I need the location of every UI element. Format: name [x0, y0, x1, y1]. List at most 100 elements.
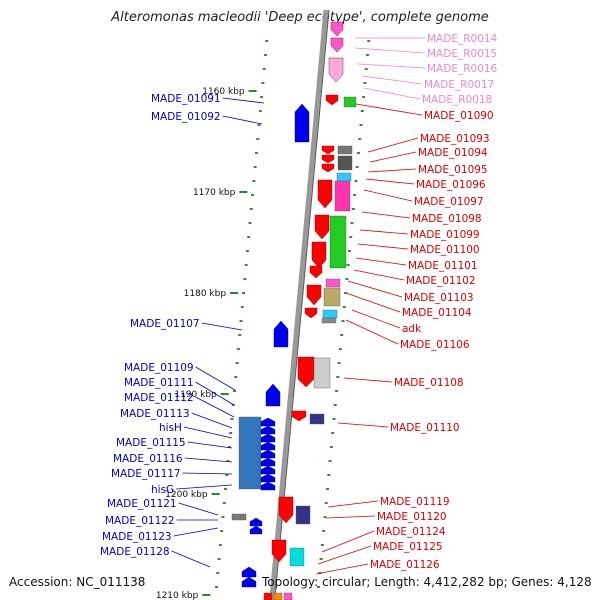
gene-shape: [313, 357, 331, 389]
tick-dot-left: [236, 348, 240, 350]
gene-shape: [260, 465, 276, 475]
gene-label-left: MADE_01111: [124, 377, 194, 389]
gene-label-right: MADE_01125: [373, 541, 443, 553]
gene-label-right: MADE_01124: [376, 526, 446, 538]
tick-dot-left: [230, 418, 234, 420]
tick-dot-right: [317, 586, 321, 588]
tick-dot-left: [227, 446, 231, 448]
gene-label-right: MADE_01094: [418, 147, 488, 159]
tick-dot-right: [362, 96, 366, 98]
tick-dot-left: [235, 362, 239, 364]
tick-dot-right: [333, 404, 337, 406]
leader-line-right: [363, 189, 413, 202]
leader-line-right: [345, 292, 401, 313]
gene-shape: [241, 576, 257, 588]
gene-shape: [304, 307, 318, 319]
gene-label-right: MADE_01090: [424, 110, 494, 122]
tick-dot-right: [337, 362, 341, 364]
gene-label-right: MADE_01102: [406, 275, 476, 287]
tick-dot-left: [238, 334, 242, 336]
scale-tick-label: 1170 kbp: [193, 188, 236, 198]
gene-label-left: MADE_01107: [130, 318, 200, 330]
leader-line-right: [367, 137, 419, 153]
gene-shape: [314, 214, 330, 240]
leader-line-left: [176, 484, 233, 490]
gene-shape: [321, 145, 335, 155]
tick-dot-right: [329, 446, 333, 448]
tick-dot-left: [253, 166, 257, 168]
rna-gene-shape: [330, 21, 344, 37]
tick-dot-right: [331, 432, 335, 434]
leader-line-right: [354, 47, 426, 54]
leader-line-right: [361, 75, 423, 85]
gene-shape: [309, 265, 323, 279]
leader-line-left: [183, 426, 233, 439]
tick-dot-left: [262, 68, 266, 70]
gene-label-left: MADE_01116: [113, 453, 183, 465]
gene-shape: [260, 481, 276, 491]
leader-line-right: [355, 103, 423, 116]
tick-dot-right: [367, 40, 371, 42]
tick-dot-left: [234, 376, 238, 378]
tick-dot-left: [233, 390, 237, 392]
scale-tick-label: 1200 kbp: [165, 490, 208, 500]
gene-shape: [325, 94, 339, 106]
accession-text: Accession: NC_011138: [9, 575, 146, 589]
gene-shape: [249, 525, 263, 535]
leader-line-right: [367, 168, 417, 173]
gene-label-right: MADE_01119: [380, 496, 450, 508]
tick-dot-left: [221, 516, 225, 518]
gene-label-right: MADE_R0015: [427, 48, 497, 60]
gene-shape: [260, 473, 276, 483]
tick-dot-right: [344, 292, 348, 294]
tick-dot-right: [342, 306, 346, 308]
gene-label-right: adk: [402, 323, 422, 335]
gene-label-left: MADE_01117: [111, 468, 181, 480]
gene-shape: [306, 284, 322, 306]
tick-dot-right: [345, 278, 349, 280]
gene-shape: [329, 215, 347, 269]
tick-dot-left: [243, 278, 247, 280]
gene-shape: [263, 592, 273, 600]
tick-dot-right: [340, 334, 344, 336]
tick-dot-right: [319, 558, 323, 560]
leader-line-left: [222, 115, 263, 125]
tick-dot-left: [247, 236, 251, 238]
leader-line-right: [321, 530, 375, 553]
gene-label-right: MADE_01108: [394, 377, 464, 389]
scale-tick-label: 1160 kbp: [202, 87, 245, 97]
genome-summary-text: Topology: circular; Length: 4,412,282 bp…: [262, 575, 592, 589]
tick-dot-right: [335, 390, 339, 392]
tick-dot-left: [222, 502, 226, 504]
gene-shape: [260, 449, 276, 459]
leader-line-left: [195, 396, 235, 418]
leader-line-right: [357, 243, 409, 250]
gene-label-left: MADE_01091: [151, 93, 221, 105]
leader-line-right: [317, 545, 372, 565]
gene-label-left: MADE_01115: [116, 437, 186, 449]
gene-shape: [241, 566, 257, 578]
gene-shape: [265, 383, 281, 407]
gene-label-right: MADE_01097: [414, 196, 484, 208]
tick-dot-right: [332, 418, 336, 420]
gene-shape: [273, 592, 283, 600]
gene-shape: [238, 416, 262, 490]
tick-dot-left: [252, 180, 256, 182]
tick-dot-right: [338, 348, 342, 350]
tick-dot-right: [356, 152, 360, 154]
scale-tick-label: 1180 kbp: [184, 289, 227, 299]
gene-shape: [343, 96, 357, 108]
tick-dot-left: [251, 194, 255, 196]
leader-line-left: [184, 457, 233, 463]
leader-line-right: [347, 280, 403, 298]
gene-shape: [322, 309, 338, 319]
tick-dot-left: [261, 82, 265, 84]
gene-shape: [260, 417, 276, 427]
gene-label-right: MADE_01096: [416, 179, 486, 191]
tick-dot-right: [353, 194, 357, 196]
gene-shape: [295, 505, 311, 525]
gene-shape: [273, 320, 289, 348]
gene-label-left: MADE_01112: [124, 392, 194, 404]
tick-dot-left: [263, 54, 267, 56]
gene-label-right: MADE_R0016: [427, 63, 498, 75]
